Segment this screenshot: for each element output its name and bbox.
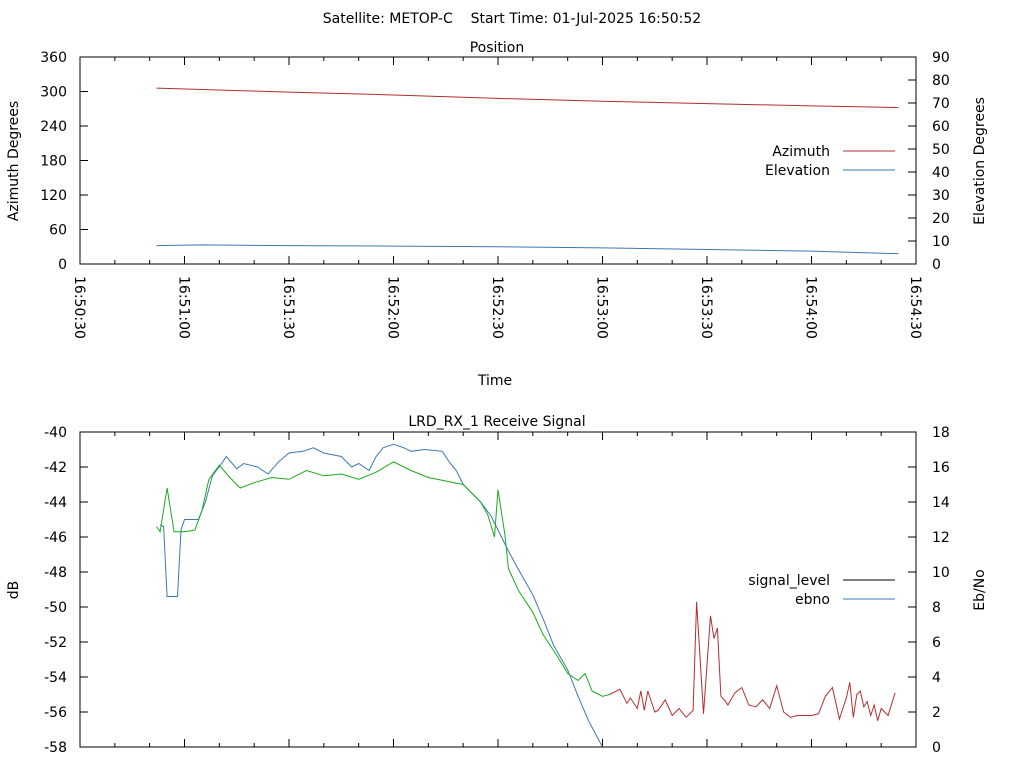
position-xtick-label: 16:53:00 (594, 276, 610, 339)
signal-y2tick-label: 6 (932, 635, 941, 651)
position-y2tick-label: 60 (932, 119, 950, 135)
signal-plot-frame (79, 431, 917, 748)
legend-label-signal-level: signal_level (748, 573, 830, 589)
position-legend: Azimuth Elevation (765, 144, 895, 179)
signal-chart-title: LRD_RX_1 Receive Signal (408, 414, 585, 430)
position-y2tick-label: 20 (932, 211, 950, 227)
signal-y2tick-label: 16 (932, 460, 950, 476)
position-xtick-label: 16:54:00 (803, 276, 819, 339)
signal-y2tick-label: 10 (932, 565, 950, 581)
signal-axis-ticks: -40 -42 -44 -46 -48 -50 -52 -54 -56 -58 0 2 4 6 8 10 12 1… (44, 425, 950, 756)
signal-y2tick-label: 8 (932, 600, 941, 616)
position-xtick-label: 16:52:00 (385, 276, 401, 339)
signal-y2tick-label: 4 (932, 670, 941, 686)
position-chart-title: Position (470, 40, 525, 56)
position-ylabel: Azimuth Degrees (6, 101, 22, 221)
position-series-lines (156, 87, 899, 255)
signal-y2label: Eb/No (972, 569, 988, 611)
header-title: Satellite: METOP-C Start Time: 01-Jul-20… (323, 11, 701, 27)
position-xtick-label: 16:51:00 (176, 276, 192, 339)
position-xtick-label: 16:52:30 (489, 276, 505, 339)
signal-y2tick-label: 2 (932, 705, 941, 721)
position-xlabel: Time (477, 373, 512, 389)
legend-label-azimuth: Azimuth (772, 144, 830, 160)
position-y2tick-label: 50 (932, 142, 950, 158)
legend-label-ebno: ebno (795, 592, 830, 608)
position-axis-ticks: 0 60 120 180 240 300 360 0 10 20 30 40 50 60 70 80 90 16:… (40, 50, 950, 339)
position-y2tick-label: 70 (932, 96, 950, 112)
position-y2label: Elevation Degrees (972, 97, 988, 225)
position-y2tick-label: 40 (932, 165, 950, 181)
position-y2tick-label: 30 (932, 188, 950, 204)
position-chart: Position 0 60 120 180 240 300 360 0 10 20 30 40 50 60… (6, 40, 988, 389)
position-y2tick-label: 80 (932, 73, 950, 89)
position-ytick-label: 60 (49, 223, 67, 239)
signal-series-line-trace-3 (609, 601, 896, 721)
signal-series-lines (156, 443, 896, 748)
position-xtick-label: 16:53:30 (698, 276, 714, 339)
signal-series-line-ebno (159, 443, 603, 748)
signal-legend: signal_level ebno (748, 573, 895, 608)
legend-label-elevation: Elevation (765, 163, 830, 179)
position-plot-frame (79, 56, 917, 265)
receive-signal-chart: LRD_RX_1 Receive Signal -40-42-44-46-48-… (6, 414, 988, 756)
position-ytick-label: 120 (40, 188, 67, 204)
position-ytick-label: 240 (40, 119, 67, 135)
position-xtick-label: 16:50:30 (71, 276, 87, 339)
position-xtick-label: 16:54:30 (907, 276, 923, 339)
position-ytick-label: 300 (40, 85, 67, 101)
position-xtick-label: 16:51:30 (280, 276, 296, 339)
signal-ytick-label: -40 (44, 425, 67, 441)
signal-ylabel: dB (6, 581, 22, 600)
position-series-line-elevation (156, 244, 899, 255)
position-y2tick-label: 0 (932, 257, 941, 273)
signal-ytick-label: -56 (44, 705, 67, 721)
signal-y2tick-label: 18 (932, 425, 950, 441)
signal-ytick-label: -58 (44, 740, 67, 756)
signal-ytick-label: -52 (44, 635, 67, 651)
position-series-line-azimuth (156, 87, 899, 109)
signal-ytick-label: -46 (44, 530, 67, 546)
signal-ytick-label: -44 (44, 495, 67, 511)
position-ytick-label: 0 (58, 257, 67, 273)
signal-ytick-label: -42 (44, 460, 67, 476)
position-y2tick-label: 90 (932, 50, 950, 66)
signal-y2tick-label: 12 (932, 530, 950, 546)
signal-ytick-label: -50 (44, 600, 67, 616)
signal-series-line-trace-2 (156, 461, 610, 697)
position-ytick-label: 360 (40, 50, 67, 66)
signal-y2tick-label: 14 (932, 495, 950, 511)
signal-y2tick-label: 0 (932, 740, 941, 756)
position-y2tick-label: 10 (932, 234, 950, 250)
signal-ytick-label: -48 (44, 565, 67, 581)
position-ytick-label: 180 (40, 154, 67, 170)
signal-ytick-label: -54 (44, 670, 67, 686)
